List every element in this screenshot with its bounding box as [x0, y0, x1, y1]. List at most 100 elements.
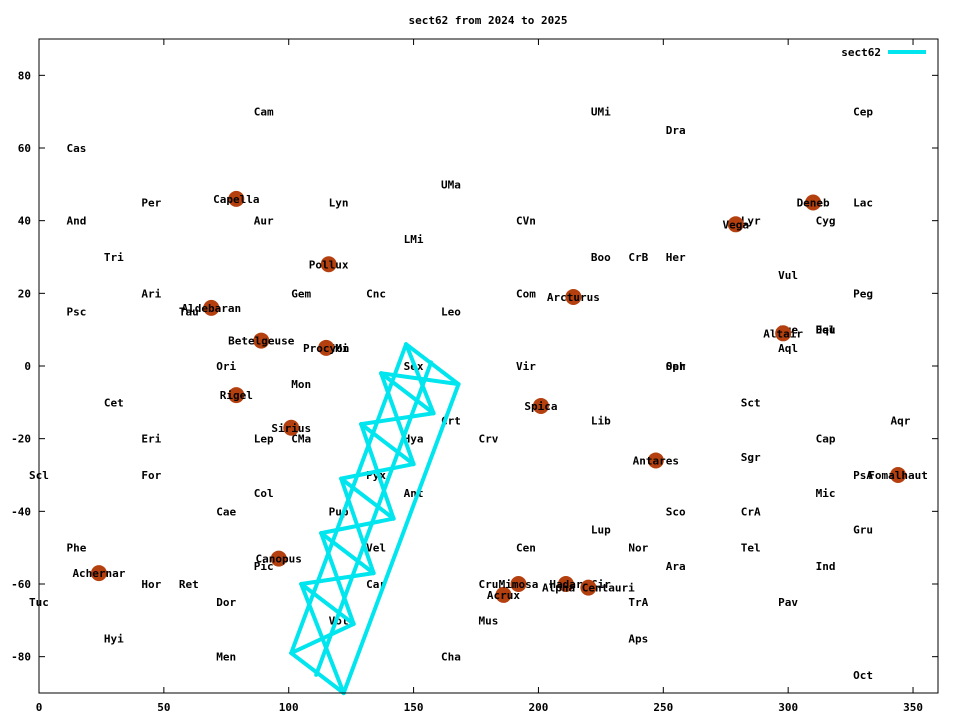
sect62-segment: [319, 531, 376, 576]
y-tick-label: 60: [18, 142, 31, 155]
constellation-label: UMa: [441, 178, 461, 191]
sect62-segment: [341, 382, 461, 695]
constellation-label: Sct: [741, 396, 761, 409]
constellation-label: Aps: [628, 633, 648, 646]
constellation-label: Lyn: [329, 197, 349, 210]
constellation-label: Cha: [441, 651, 461, 664]
constellation-label: CrA: [741, 505, 761, 518]
constellation-label: Mic: [816, 487, 836, 500]
star-marker: [775, 325, 792, 342]
star-name: Altair: [763, 327, 803, 340]
constellation-label: Men: [216, 651, 236, 664]
star-markers: [90, 190, 907, 603]
star-name: Acrux: [487, 589, 520, 602]
star-marker: [495, 586, 512, 603]
constellation-label: Per: [141, 197, 161, 210]
constellation-label: Cap: [816, 433, 836, 446]
constellation-label: Dor: [216, 596, 236, 609]
constellation-label: Lup: [591, 524, 611, 537]
y-tick-label: 40: [18, 215, 31, 228]
sect62-segment: [319, 516, 396, 536]
constellation-label: Pav: [778, 596, 798, 609]
constellation-label: Lep: [254, 433, 274, 446]
constellation-label: Lac: [853, 197, 873, 210]
constellation-label: Hor: [141, 578, 161, 591]
legend: sect62: [841, 46, 926, 59]
star-marker: [890, 467, 907, 483]
constellation-label: Pic: [254, 560, 274, 573]
star-marker: [320, 256, 337, 273]
constellation-label: Aql: [778, 342, 798, 355]
star-name: Arcturus: [547, 291, 600, 304]
constellation-label: Ari: [141, 287, 161, 300]
constellation-label: Ret: [179, 578, 199, 591]
constellation-label: Com: [516, 287, 536, 300]
star-marker: [565, 288, 582, 305]
constellation-label: Ind: [816, 560, 836, 573]
constellation-label: Leo: [441, 306, 461, 319]
star-marker: [90, 565, 107, 582]
star-name: Vega: [722, 218, 749, 231]
x-tick-label: 150: [404, 701, 424, 714]
constellation-label: Phe: [66, 542, 86, 555]
sect62-segment: [339, 476, 396, 521]
constellation-label: Oph: [666, 360, 686, 373]
star-marker: [510, 576, 527, 592]
constellation-label: Cyg: [816, 215, 836, 228]
constellation-label: Hyi: [104, 633, 124, 646]
constellation-label: LMi: [404, 233, 424, 246]
star-marker: [270, 550, 287, 567]
legend-label: sect62: [841, 46, 881, 59]
constellation-label: Sco: [666, 505, 686, 518]
star-marker: [532, 397, 549, 414]
constellation-label: Cas: [66, 142, 86, 155]
constellation-label: Nor: [628, 542, 648, 555]
sect62-segment: [379, 371, 461, 387]
constellation-label: Psc: [66, 306, 86, 319]
star-name: Pollux: [309, 258, 349, 271]
constellation-label: TrA: [628, 596, 648, 609]
y-tick-label: 0: [24, 360, 31, 373]
constellation-label: Gru: [853, 524, 873, 537]
y-tick-label: 20: [18, 287, 31, 300]
sect62-segment: [299, 582, 356, 626]
constellation-label: Lib: [591, 415, 611, 428]
constellation-label: Tri: [104, 251, 124, 264]
constellation-label: CMa: [291, 433, 311, 446]
constellation-label: Tau: [179, 306, 199, 319]
x-tick-label: 50: [157, 701, 170, 714]
constellation-label: Cam: [254, 106, 274, 119]
constellation-label: PsA: [853, 469, 873, 482]
x-tick-label: 0: [36, 701, 43, 714]
sect62-segment: [379, 371, 436, 416]
constellation-label: Cae: [216, 505, 236, 518]
star-marker: [228, 190, 245, 207]
star-name: Antares: [633, 454, 679, 467]
star-name: Capella: [213, 193, 259, 206]
constellation-label: Tel: [741, 542, 761, 555]
constellation-label: CMi: [329, 342, 349, 355]
star-name: Hadar: [549, 578, 582, 591]
star-name: Aldebaran: [182, 302, 242, 315]
y-tick-label: -80: [11, 651, 31, 664]
constellation-label: Sgr: [741, 451, 761, 464]
x-tick-label: 300: [778, 701, 798, 714]
constellation-label: Crv: [479, 433, 499, 446]
sect62-segment: [314, 360, 434, 677]
star-name: Mimosa: [499, 578, 539, 591]
constellation-label: Aur: [254, 215, 274, 228]
star-name: Alpha Centauri: [542, 582, 635, 595]
constellation-label: Col: [254, 487, 274, 500]
sect62-segment: [359, 422, 416, 467]
sect62-series: [289, 342, 461, 695]
constellation-label: Vir: [516, 360, 536, 373]
x-tick-label: 200: [529, 701, 549, 714]
constellation-label: Vel: [366, 542, 386, 555]
constellation-label: Equ: [816, 324, 836, 337]
constellation-label: Lyr: [741, 215, 761, 228]
star-name: Rigel: [220, 389, 253, 402]
star-marker: [647, 452, 664, 469]
sect62-segment: [289, 621, 356, 656]
y-tick-label: -60: [11, 578, 31, 591]
